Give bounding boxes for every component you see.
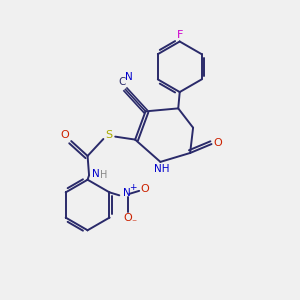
Text: H: H [100, 170, 108, 180]
Text: F: F [176, 30, 183, 40]
Text: O: O [60, 130, 69, 140]
Text: N: N [122, 188, 130, 198]
Text: N: N [92, 169, 100, 179]
Text: ⁻: ⁻ [132, 218, 137, 228]
Text: N: N [124, 72, 132, 82]
Text: NH: NH [154, 164, 170, 174]
Text: O: O [141, 184, 149, 194]
Text: O: O [214, 138, 222, 148]
Text: O: O [124, 213, 133, 223]
Text: +: + [129, 183, 136, 192]
Text: C: C [118, 77, 126, 87]
Text: S: S [105, 130, 112, 140]
